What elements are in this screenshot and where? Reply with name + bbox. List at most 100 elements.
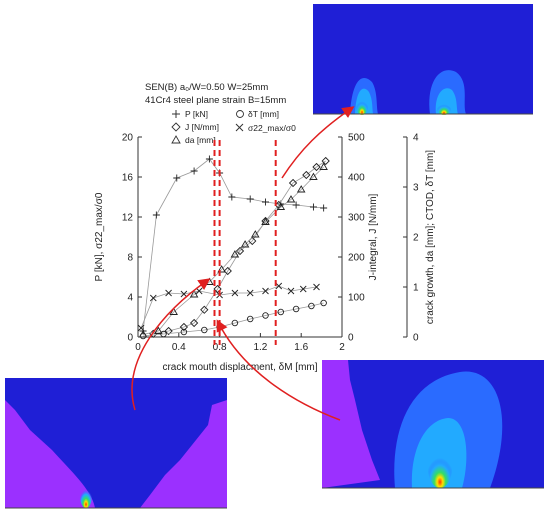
y-left-tick-label: 16 — [122, 173, 134, 184]
arrow-to-top-inset — [281, 106, 355, 179]
legend-item-j: J [N/mm] — [171, 122, 219, 132]
legend-item-ctod: δT [mm] — [236, 109, 279, 119]
y-right-tick-label: 4 — [413, 133, 419, 144]
data-point — [308, 302, 315, 310]
data-point — [261, 217, 270, 225]
data-point — [169, 307, 178, 315]
data-point — [189, 290, 199, 298]
fe-inset-bottom-right — [322, 360, 544, 489]
data-point — [262, 312, 269, 319]
series-line — [142, 158, 324, 332]
plot-axes — [137, 137, 408, 338]
x-tick-label: 1.6 — [294, 342, 308, 353]
y-left-tick-label: 8 — [127, 253, 133, 264]
data-point — [302, 170, 311, 180]
legend-label-j: J [N/mm] — [185, 122, 219, 132]
data-point — [205, 155, 213, 163]
y-right-tick-label: 3 — [413, 183, 419, 194]
y-left-tick-label: 20 — [122, 133, 134, 144]
data-point — [277, 308, 285, 316]
data-point — [201, 326, 208, 334]
legend-item-sigma: σ22_max/σ0 — [235, 123, 296, 133]
data-point — [292, 305, 300, 313]
data-point — [296, 185, 306, 193]
data-point — [287, 287, 295, 295]
series-line — [153, 160, 326, 335]
data-point — [235, 246, 245, 256]
data-point — [320, 299, 327, 307]
data-point — [320, 204, 328, 212]
legend-item-da: da [mm] — [171, 135, 216, 145]
data-point — [139, 332, 147, 340]
y-middle-tick-label: 500 — [348, 133, 365, 144]
y-left-axis-title: P [kN], σ22_max/σ0 — [94, 192, 105, 281]
series-0 — [139, 155, 328, 335]
x-tick-label: 2 — [339, 342, 345, 353]
series-layer — [137, 155, 330, 340]
arrow-from-bottom-right-inset — [216, 319, 341, 421]
y-right-tick-label: 2 — [413, 233, 419, 244]
series-line — [143, 302, 324, 337]
series-1 — [149, 156, 330, 338]
legend-label-ctod: δT [mm] — [248, 109, 279, 119]
y-middle-tick-label: 0 — [348, 333, 354, 344]
data-point — [160, 330, 167, 338]
dashed-marker-lines — [213, 140, 277, 345]
legend-label-da: da [mm] — [185, 135, 216, 145]
data-point — [223, 266, 232, 276]
data-point — [200, 305, 209, 314]
data-point — [149, 294, 157, 302]
data-point — [262, 198, 269, 206]
data-point — [217, 265, 226, 273]
y-middle-tick-label: 100 — [348, 293, 365, 304]
data-point — [292, 201, 300, 209]
data-point — [299, 285, 307, 293]
data-point — [288, 178, 298, 188]
y-middle-tick-label: 200 — [348, 253, 365, 264]
chart-header-line-1: SEN(B) a₀/W=0.50 W=25mm — [145, 82, 268, 93]
legend: P [kN] J [N/mm] da [mm] δT [mm] σ22_max/… — [171, 109, 296, 145]
data-point — [230, 250, 240, 258]
data-point — [309, 172, 318, 180]
data-point — [137, 324, 145, 332]
data-point — [240, 240, 250, 248]
y-right-tick-label: 1 — [413, 283, 419, 294]
data-point — [180, 328, 188, 336]
x-tick-label: 0.4 — [172, 342, 186, 353]
data-point — [246, 195, 254, 203]
annotation-arrows — [131, 106, 355, 421]
fe-inset-top-right — [313, 4, 533, 115]
data-point — [180, 290, 188, 298]
data-point — [189, 318, 199, 328]
y-middle-tick-label: 300 — [348, 213, 365, 224]
data-point — [231, 319, 239, 327]
y-middle-axis-title: J-integral, J [N/mm] — [368, 193, 379, 280]
series-3 — [139, 299, 327, 340]
data-point — [312, 162, 321, 172]
data-point — [309, 203, 317, 211]
data-point — [228, 193, 236, 201]
y-left-tick-label: 12 — [122, 213, 134, 224]
y-right-tick-label: 0 — [413, 333, 419, 344]
data-point — [319, 162, 328, 170]
y-right-axis-title: crack growth, da [mm]; CTOD, δT [mm] — [425, 150, 436, 324]
y-left-tick-label: 0 — [127, 333, 133, 344]
arrow-from-bottom-left-inset — [131, 278, 211, 411]
data-point — [276, 202, 286, 210]
y-left-tick-label: 4 — [127, 293, 133, 304]
data-point — [190, 167, 198, 175]
x-tick-label: 0.8 — [213, 342, 227, 353]
x-axis-title: crack mouth displacment, δM [mm] — [162, 362, 317, 373]
legend-label-p: P [kN] — [185, 109, 208, 119]
x-tick-label: 1.2 — [253, 342, 267, 353]
fe-inset-bottom-left — [5, 378, 227, 509]
chart-header-line-2: 41Cr4 steel plane strain B=15mm — [145, 95, 286, 106]
legend-item-p: P [kN] — [172, 109, 208, 119]
data-point — [246, 315, 254, 323]
tick-layer: 0 0.4 0.8 1.2 1.6 204812162001002003004005000… — [122, 133, 419, 354]
data-point — [173, 174, 181, 182]
data-point — [165, 289, 172, 297]
x-tick-label: 0 — [135, 342, 141, 353]
data-point — [251, 230, 260, 238]
